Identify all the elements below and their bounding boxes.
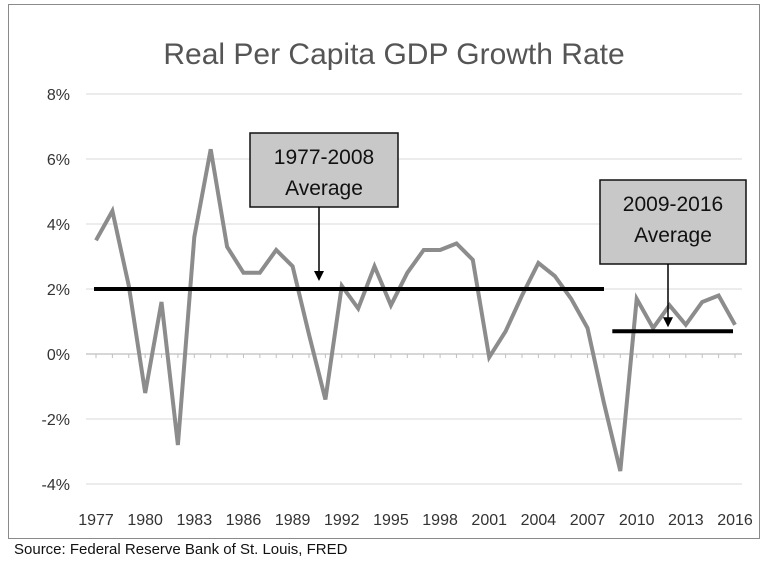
x-tick-label: 2016 (717, 512, 753, 529)
x-tick-label: 1977 (78, 512, 114, 529)
average-callout-box (249, 132, 399, 208)
y-tick-label: -2% (42, 412, 70, 429)
x-tick-label: 2010 (619, 512, 655, 529)
y-tick-labels: 8% 6% 4% 2% 0% -2% -4% (42, 87, 70, 494)
x-tick-label: 2007 (570, 512, 606, 529)
x-tick-label: 1986 (226, 512, 262, 529)
x-tick-label: 1983 (177, 512, 213, 529)
y-tick-label: 6% (47, 152, 70, 169)
y-tick-label: -4% (42, 477, 70, 494)
x-tick-labels: 1977 1980 1983 1986 1989 1992 1995 1998 2001 2004… (78, 512, 753, 529)
callout-arrowhead (314, 271, 324, 281)
y-tick-label: 4% (47, 217, 70, 234)
x-tick-label: 2004 (521, 512, 557, 529)
x-tick-label: 1992 (324, 512, 360, 529)
source-note: Source: Federal Reserve Bank of St. Loui… (14, 541, 348, 558)
callout-period-label: 1977-2008 (274, 146, 374, 169)
callout-arrowhead (663, 317, 673, 328)
y-tick-label: 0% (47, 347, 70, 364)
series-line (94, 148, 737, 472)
average-callout-box (599, 179, 747, 265)
callout-average-label: Average (634, 224, 712, 247)
y-tick-label: 2% (47, 282, 70, 299)
callout-average-label: Average (285, 177, 363, 200)
y-tick-label: 8% (47, 87, 70, 104)
series-layer (94, 148, 737, 472)
x-tick-label: 1980 (127, 512, 163, 529)
chart-title: Real Per Capita GDP Growth Rate (163, 38, 624, 71)
x-tick-label: 1989 (275, 512, 311, 529)
chart-frame (8, 4, 760, 539)
x-tick-label: 1995 (373, 512, 409, 529)
x-tick-label: 1998 (422, 512, 458, 529)
average-lines: 1977-2008 Average 2009-2016 Average (94, 132, 747, 334)
x-tick-label: 2013 (668, 512, 704, 529)
callout-period-label: 2009-2016 (623, 193, 723, 216)
x-tick-label: 2001 (471, 512, 507, 529)
